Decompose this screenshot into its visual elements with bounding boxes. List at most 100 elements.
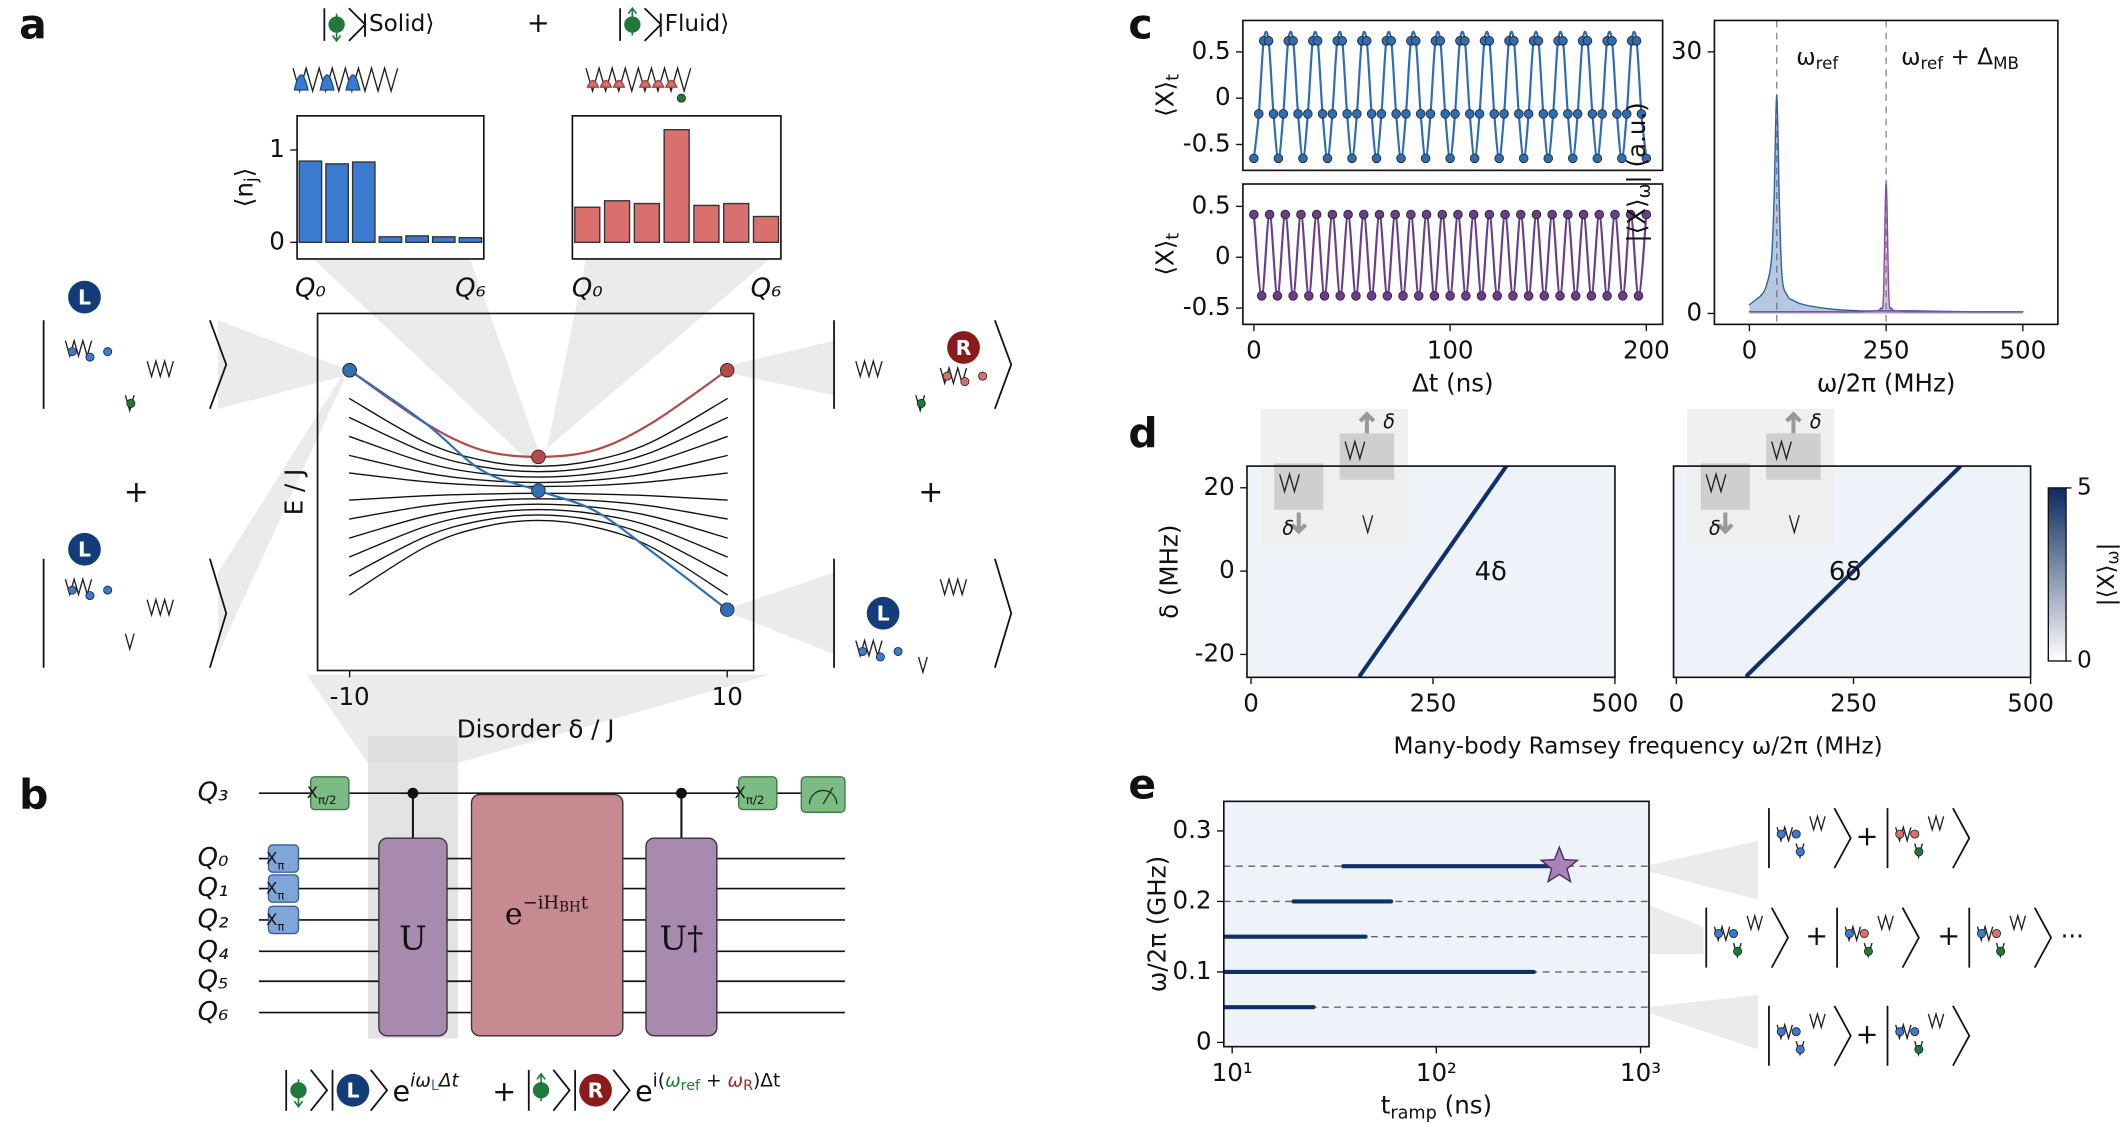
- x-tick-label: Q₀: [572, 273, 603, 303]
- x-tick-label: 500: [1592, 689, 1639, 718]
- y-tick-label: 0.3: [1173, 815, 1212, 844]
- label-part: π: [277, 888, 284, 902]
- x-tick-label: 250: [1830, 689, 1877, 718]
- marker: [1411, 36, 1421, 46]
- marker: [1425, 109, 1436, 119]
- x-tick-label: Q₆: [455, 273, 486, 303]
- inset-label: δ: [1709, 517, 1721, 539]
- x-tick-label: 250: [1410, 689, 1457, 718]
- potential-well: [1877, 913, 1894, 932]
- marker: [1288, 36, 1298, 46]
- marker: [1612, 109, 1622, 119]
- particle: [1776, 829, 1786, 839]
- particle: [85, 591, 95, 601]
- marker: [1273, 153, 1284, 164]
- label-part: −iH: [523, 893, 559, 914]
- gate-label: e−iHBHt: [505, 893, 589, 932]
- marker: [1597, 109, 1607, 119]
- bar: [325, 163, 349, 244]
- particle: [1895, 1027, 1905, 1037]
- y-tick-label: -0.5: [1183, 292, 1231, 321]
- potential-well: [146, 358, 175, 379]
- series-line: [348, 416, 728, 473]
- marker: [1509, 36, 1519, 46]
- marker: [1468, 209, 1479, 220]
- potential-well: [124, 633, 135, 652]
- annotation: ωref: [1796, 44, 1839, 73]
- ket: [1768, 1005, 1852, 1067]
- marker: [1586, 291, 1597, 301]
- label-part: | (a.u.): [1622, 102, 1651, 183]
- y-tick-label: 0.2: [1173, 885, 1212, 914]
- y-axis-label: ⟨X⟩t: [1151, 233, 1184, 276]
- particle: [1859, 929, 1869, 939]
- axes-frame: [316, 312, 755, 672]
- particle: [103, 347, 113, 357]
- meter-dial: [808, 787, 838, 805]
- y-tick-label: 1: [269, 134, 285, 163]
- bar: [663, 129, 690, 244]
- potential-well: [917, 656, 928, 675]
- marker: [1474, 109, 1485, 119]
- axes-frame: [1222, 800, 1650, 1048]
- qubit-label: Q₃: [198, 778, 229, 808]
- badge-label: L: [877, 602, 890, 626]
- formula: eiωLΔt: [392, 1070, 459, 1108]
- marker: [1298, 153, 1308, 164]
- formula-part: R: [743, 1078, 753, 1094]
- series-line: [1252, 213, 1648, 297]
- plus: +: [1856, 822, 1879, 853]
- particle: [67, 585, 77, 595]
- wavepacket: [664, 79, 678, 88]
- particle: [1714, 929, 1724, 939]
- marker: [1390, 209, 1400, 220]
- marker: [1382, 291, 1393, 301]
- potential-well: [1788, 514, 1800, 535]
- label-part: e: [505, 897, 523, 932]
- marker: [1594, 209, 1605, 220]
- marker: [1413, 291, 1424, 301]
- marker: [1617, 153, 1627, 164]
- marker: [1618, 291, 1628, 301]
- ket: [1886, 807, 1971, 869]
- label-part: X: [735, 783, 746, 802]
- marker: [1461, 291, 1471, 301]
- y-axis-label: ⟨nj⟩: [229, 168, 262, 208]
- marker: [1578, 209, 1589, 220]
- marker: [1572, 109, 1583, 119]
- y-tick-label: 0: [269, 226, 285, 255]
- colorbar-tick-label: 0: [2077, 647, 2092, 673]
- ket: [331, 1069, 389, 1112]
- panel-label: d: [1128, 409, 1157, 457]
- particle: [1992, 929, 2002, 939]
- label-part: X: [266, 848, 277, 867]
- marker: [1278, 109, 1289, 119]
- marker: [1450, 109, 1460, 119]
- x-tick-label: Q₀: [295, 273, 326, 303]
- label-part: BH: [559, 899, 581, 915]
- formula-part: iω: [410, 1070, 431, 1091]
- wavepacket: [599, 79, 613, 88]
- marker: [1445, 153, 1455, 164]
- y-axis-label: |⟨X⟩ω| (a.u.): [1622, 102, 1655, 242]
- plus: +: [492, 1074, 516, 1108]
- marker: [1476, 291, 1487, 301]
- x-tick-label: -10: [330, 682, 370, 711]
- gate-label: Xπ: [266, 848, 284, 872]
- x-tick-label: 0: [1246, 336, 1262, 365]
- qubit-label: Q₅: [198, 966, 229, 996]
- y-axis-label: E / J: [280, 469, 309, 516]
- plus: +: [124, 475, 149, 510]
- particle: [1795, 847, 1805, 857]
- y-tick-label: 0.1: [1173, 956, 1212, 985]
- gate-label: U: [399, 919, 427, 957]
- marker: [1322, 153, 1333, 164]
- gate: [267, 874, 300, 903]
- label-part: X: [307, 783, 318, 802]
- x-tick-label: 10¹: [1212, 1058, 1253, 1087]
- particle: [1977, 929, 1987, 939]
- connector: [730, 572, 835, 655]
- formula-part: Δt: [437, 1070, 460, 1091]
- marker: [1515, 209, 1526, 220]
- series-line: [348, 435, 728, 478]
